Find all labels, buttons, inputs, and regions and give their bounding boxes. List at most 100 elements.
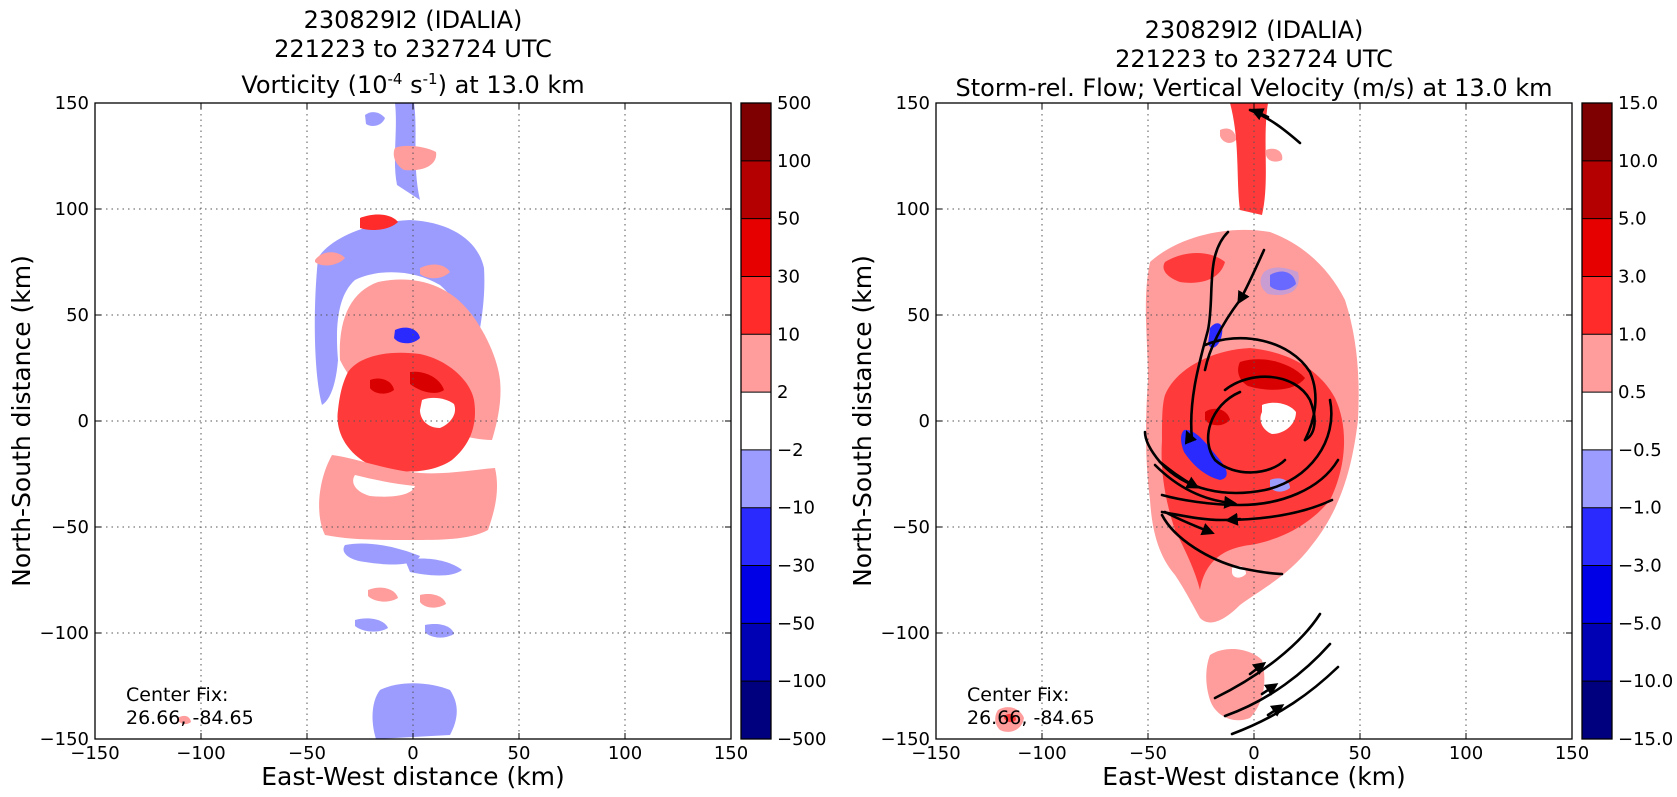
x-tick-label: −150 <box>70 743 119 764</box>
colorbar-segment <box>1582 681 1612 739</box>
colorbar-segment <box>1582 276 1612 335</box>
colorbar-segment <box>1582 334 1612 393</box>
x-tick-label: 150 <box>1555 743 1589 764</box>
velocity-title-line-1: 230829I2 (IDALIA) <box>1145 16 1364 44</box>
y-tick-label: −150 <box>40 729 89 750</box>
colorbar-tick-label: −500 <box>777 729 826 750</box>
pos-patch-north <box>393 145 437 171</box>
streamline <box>1189 230 1230 442</box>
vorticity-colorbar: 500 100 50 30 10 2 −2 −10 −30 −50 −100 −500 <box>740 93 826 750</box>
colorbar-tick-label: 5.0 <box>1618 209 1647 230</box>
colorbar-tick-label: −100 <box>777 671 826 692</box>
pos-band-north <box>1230 103 1268 215</box>
colorbar-tick-label: −2 <box>777 440 804 461</box>
vorticity-field <box>178 103 501 739</box>
colorbar-segment <box>1582 507 1612 566</box>
y-tick-label: 150 <box>896 93 930 114</box>
colorbar-tick-label: 100 <box>777 151 811 172</box>
colorbar-tick-label: 30 <box>777 266 800 287</box>
vorticity-panel: 230829I2 (IDALIA) 221223 to 232724 UTC V… <box>7 6 826 791</box>
colorbar-tick-label: −10 <box>777 498 815 519</box>
colorbar-segment <box>741 334 771 393</box>
title-pre: Vorticity (10 <box>241 71 387 99</box>
neg-patch-south <box>372 683 457 739</box>
colorbar-segment <box>741 507 771 566</box>
colorbar-tick-label: −15.0 <box>1618 729 1673 750</box>
velocity-y-axis-label: North-South distance (km) <box>848 255 877 587</box>
colorbar-tick-label: 0.5 <box>1618 382 1647 403</box>
y-tick-label: 50 <box>907 305 930 326</box>
colorbar-segment <box>1582 623 1612 682</box>
x-tick-label: −50 <box>1129 743 1167 764</box>
title-mid: s <box>402 71 422 99</box>
colorbar-tick-label: −3.0 <box>1618 556 1662 577</box>
colorbar-frame <box>740 102 772 740</box>
eye <box>420 397 456 428</box>
colorbar-tick-label: −30 <box>777 556 815 577</box>
velocity-colorbar: 15.0 10.0 5.0 3.0 1.0 0.5 −0.5 −1.0 −3.0 −5.0 −10.… <box>1581 93 1673 750</box>
colorbar-segment <box>741 623 771 682</box>
vorticity-center-fix-label: Center Fix: <box>126 684 228 706</box>
colorbar-tick-label: 15.0 <box>1618 93 1658 114</box>
streamline <box>1213 612 1322 700</box>
velocity-grid <box>936 103 1572 739</box>
title-sup-1: -4 <box>388 70 403 88</box>
streamline <box>1206 390 1287 474</box>
vertical-velocity-field <box>995 103 1359 732</box>
streamline <box>1153 463 1238 509</box>
velocity-title-line-3: Storm-rel. Flow; Vertical Velocity (m/s)… <box>956 74 1553 102</box>
y-tick-label: 50 <box>66 305 89 326</box>
colorbar-tick-label: 50 <box>777 209 800 230</box>
x-tick-label: 50 <box>1349 743 1372 764</box>
streamline <box>1160 513 1284 576</box>
x-tick-label: 50 <box>508 743 531 764</box>
colorbar-segment <box>1582 218 1612 277</box>
velocity-title-line-2: 221223 to 232724 UTC <box>1115 45 1393 73</box>
colorbar-segment <box>741 160 771 219</box>
colorbar-segment <box>741 218 771 277</box>
colorbar-segment <box>741 276 771 335</box>
streamline <box>1143 398 1333 495</box>
streamline <box>1223 642 1332 718</box>
colorbar-tick-label: −50 <box>777 613 815 634</box>
y-tick-label: 150 <box>55 93 89 114</box>
y-tick-label: 0 <box>919 411 930 432</box>
colorbar-tick-label: 10.0 <box>1618 151 1658 172</box>
velocity-center-fix-value: 26.66, -84.65 <box>967 707 1095 729</box>
colorbar-segment <box>741 103 771 161</box>
x-tick-label: 100 <box>1449 743 1483 764</box>
y-tick-label: 0 <box>78 411 89 432</box>
colorbar-tick-label: 10 <box>777 324 800 345</box>
x-tick-label: −100 <box>176 743 225 764</box>
streamline <box>1223 375 1316 442</box>
colorbar-tick-label: 500 <box>777 93 811 114</box>
x-tick-label: −50 <box>288 743 326 764</box>
colorbar-segment <box>1582 160 1612 219</box>
velocity-ticks: −150 −100 −50 0 50 100 150 −150 −100 −50 0 50 100 150 <box>881 93 1590 764</box>
pos-band-south <box>319 455 498 540</box>
vorticity-grid <box>95 103 731 739</box>
vertical-velocity-panel: 230829I2 (IDALIA) 221223 to 232724 UTC S… <box>848 16 1673 791</box>
x-tick-label: 150 <box>714 743 748 764</box>
colorbar-tick-label: −1.0 <box>1618 498 1662 519</box>
y-tick-label: −50 <box>892 517 930 538</box>
vorticity-x-axis-label: East-West distance (km) <box>261 762 565 791</box>
vorticity-y-axis-label: North-South distance (km) <box>7 255 36 587</box>
eye <box>1260 402 1296 434</box>
streamline <box>1237 248 1266 305</box>
x-tick-label: 100 <box>608 743 642 764</box>
vorticity-title-line-3: Vorticity (10-4 s-1) at 13.0 km <box>241 70 584 99</box>
y-tick-label: −50 <box>51 517 89 538</box>
vorticity-title-line-1: 230829I2 (IDALIA) <box>304 6 523 34</box>
streamline <box>1230 665 1340 736</box>
x-tick-label: −150 <box>911 743 960 764</box>
y-tick-label: −150 <box>881 729 930 750</box>
velocity-center-fix-label: Center Fix: <box>967 684 1069 706</box>
colorbar-segment <box>1582 565 1612 624</box>
colorbar-tick-label: 1.0 <box>1618 324 1647 345</box>
colorbar-segment <box>1582 449 1612 508</box>
vorticity-title-line-2: 221223 to 232724 UTC <box>274 35 552 63</box>
x-tick-label: 0 <box>1248 743 1259 764</box>
velocity-x-axis-label: East-West distance (km) <box>1102 762 1406 791</box>
